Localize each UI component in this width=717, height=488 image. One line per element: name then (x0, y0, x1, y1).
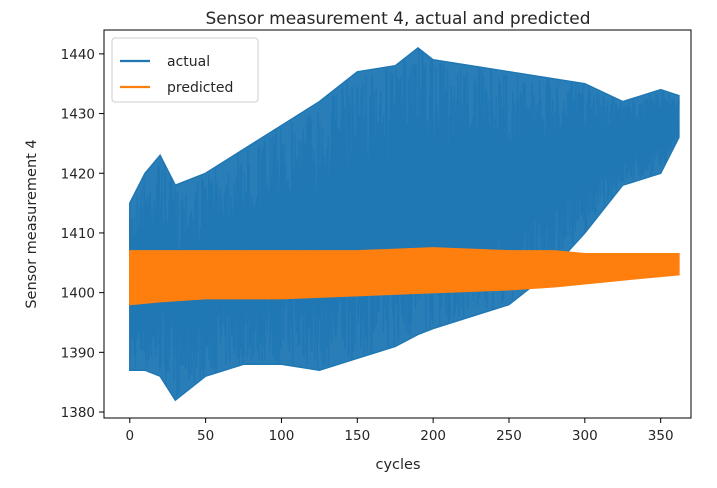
y-tick-label: 1390 (61, 345, 95, 361)
x-tick-label: 0 (125, 428, 134, 444)
y-axis-label: Sensor measurement 4 (24, 139, 40, 308)
series-line-predicted (129, 248, 680, 303)
y-ticks: 1380 1390 1400 1410 1420 1430 1440 (61, 47, 104, 421)
y-tick-label: 1440 (61, 47, 95, 63)
y-tick-label: 1380 (61, 405, 95, 421)
y-tick-label: 1400 (61, 286, 95, 302)
x-ticks: 0 50 100 150 200 250 300 350 (125, 418, 674, 444)
plot-frame (103, 29, 692, 419)
x-axis-label: cycles (375, 457, 420, 473)
series-predicted (129, 247, 680, 306)
legend: actual predicted (111, 37, 259, 103)
legend-label-predicted: predicted (167, 80, 233, 96)
plot-data (129, 46, 680, 402)
x-tick-label: 50 (197, 428, 214, 444)
x-tick-label: 100 (269, 428, 295, 444)
legend-label-actual: actual (167, 54, 210, 70)
y-tick-label: 1410 (61, 226, 95, 242)
x-tick-label: 250 (496, 428, 522, 444)
chart-title: Sensor measurement 4, actual and predict… (205, 9, 590, 29)
y-tick-label: 1420 (61, 166, 95, 182)
y-tick-label: 1430 (61, 107, 95, 123)
x-tick-label: 150 (344, 428, 370, 444)
x-tick-label: 300 (572, 428, 598, 444)
x-tick-label: 350 (648, 428, 674, 444)
x-tick-label: 200 (420, 428, 446, 444)
